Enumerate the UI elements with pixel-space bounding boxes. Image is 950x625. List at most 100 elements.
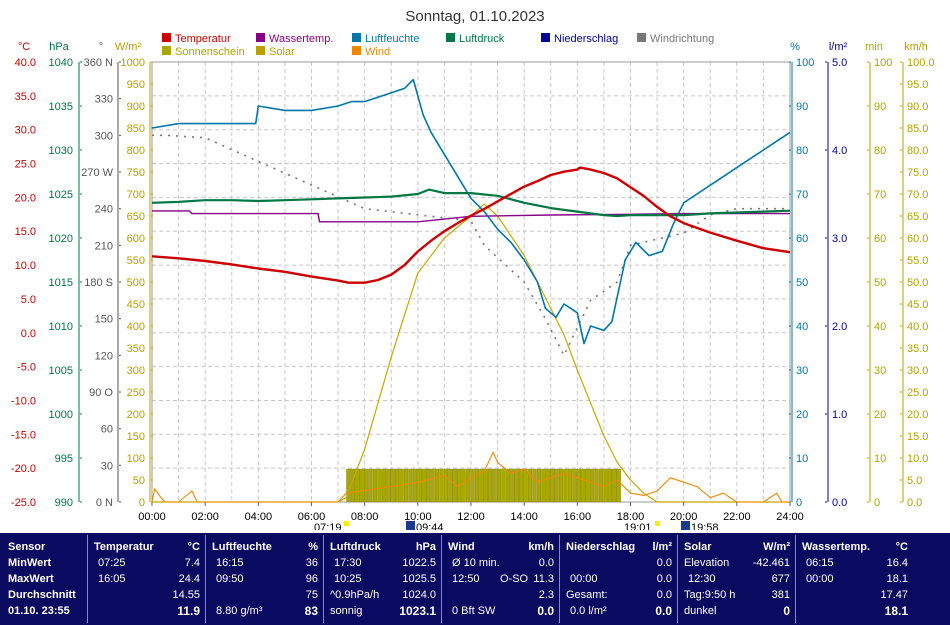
sunshine-bar — [386, 468, 391, 503]
direction-axis-tick: 180 S — [84, 277, 113, 289]
legend-label-solar: Solar — [269, 46, 295, 58]
legend-swatch-luftfeuchte — [352, 33, 361, 42]
legend-swatch-solar — [256, 46, 265, 55]
humidity-axis-tick: 50 — [796, 277, 808, 289]
sunshine-bar — [403, 468, 409, 503]
rain-rate: 0.0 l/m² — [570, 605, 607, 617]
sunshine-bar — [523, 468, 528, 503]
x-tick-label: 06:00 — [298, 511, 326, 523]
wind-axis-tick: 90.0 — [907, 101, 928, 113]
wind-axis-tick: 40.0 — [907, 321, 928, 333]
pressure-axis-tick: 1005 — [49, 365, 73, 377]
rain-row1-value: 0.0 — [656, 557, 672, 569]
solar-header: Solar — [684, 541, 712, 553]
solar-section: Solar W/m² Elevation -42.461 12:30 677 Tag:… — [678, 533, 794, 625]
wind-axis-tick: 80.0 — [907, 145, 928, 157]
pressure-max-time: 10:25 — [334, 573, 362, 585]
direction-axis-tick: 240 — [95, 204, 113, 216]
sunshine-bar — [585, 468, 590, 503]
solar-axis-tick: 1000 — [121, 57, 145, 69]
sunshine-bar — [461, 468, 466, 503]
humidity-max-time: 09:50 — [216, 573, 244, 585]
minutes-axis-tick: 0 — [874, 497, 880, 509]
rain-axis-tick: 3.0 — [832, 233, 847, 245]
sunshine-bar — [589, 468, 595, 503]
solar-max-value: 677 — [771, 573, 790, 585]
sunshine-bar — [359, 468, 364, 503]
unit-humidity: % — [790, 41, 800, 53]
solar-elevation-label: Elevation — [684, 557, 730, 569]
legend-swatch-wind — [352, 46, 361, 55]
temp-axis-tick: -25.0 — [11, 497, 36, 509]
direction-axis-tick: 30 — [101, 460, 113, 472]
sunshine-bar — [421, 468, 426, 503]
sunset-marker — [655, 521, 660, 526]
sunshine-bar — [514, 468, 519, 503]
pressure-axis-tick: 1035 — [49, 101, 73, 113]
sunshine-bar — [430, 468, 435, 503]
x-tick-label: 14:00 — [510, 511, 538, 523]
rain-axis-tick: 2.0 — [832, 321, 847, 333]
pressure-axis-tick: 995 — [55, 453, 73, 465]
pressure-header: Luftdruck — [330, 541, 381, 553]
x-tick-label: 22:00 — [723, 511, 751, 523]
legend-label-temperatur: Temperatur — [175, 33, 231, 45]
direction-axis-tick: 90 O — [89, 387, 113, 399]
watertemp-current-value: 18.1 — [884, 604, 908, 618]
pressure-avg-value: 1024.0 — [402, 589, 436, 601]
sunshine-bar — [448, 468, 453, 503]
solar-axis-tick: 600 — [127, 233, 145, 245]
direction-axis-tick: 150 — [95, 314, 113, 326]
humidity-axis-tick: 20 — [796, 409, 808, 421]
humidity-unit: % — [308, 541, 318, 553]
temp-axis-tick: 10.0 — [15, 260, 36, 272]
unit-rain: l/m² — [829, 41, 848, 53]
sunshine-bar — [488, 468, 493, 503]
pressure-axis-tick: 1025 — [49, 189, 73, 201]
temp-axis-tick: -10.0 — [11, 395, 36, 407]
sunshine-bar — [412, 468, 417, 503]
legend-label-niederschlag: Niederschlag — [554, 33, 618, 45]
sunshine-bar — [536, 468, 542, 503]
sunshine-bar — [519, 468, 524, 503]
wind-axis-tick: 95.0 — [907, 79, 928, 91]
temp-unit: °C — [187, 541, 200, 553]
pressure-axis-tick: 1040 — [49, 57, 73, 69]
x-tick-label: 10:00 — [404, 511, 432, 523]
minutes-axis-tick: 10 — [874, 453, 886, 465]
sunshine-bar — [576, 468, 581, 503]
sunshine-bar — [501, 468, 506, 503]
sunshine-bar — [364, 468, 369, 503]
direction-axis-tick: 60 — [101, 424, 113, 436]
legend-label-sonnenschein: Sonnenschein — [175, 46, 245, 58]
sunshine-bar — [554, 468, 559, 503]
sunset-label: 19:01 — [624, 522, 652, 530]
wind-axis-tick: 25.0 — [907, 387, 928, 399]
temp-header: Temperatur — [94, 541, 154, 553]
temp-axis-tick: 20.0 — [15, 192, 36, 204]
wind-axis-tick: 70.0 — [907, 189, 928, 201]
pressure-current-value: 1023.1 — [399, 604, 436, 618]
humidity-current-value: 83 — [304, 604, 318, 618]
sunshine-bar — [434, 468, 440, 503]
rain-unit: l/m² — [652, 541, 672, 553]
current-timestamp: 01.10. 23:55 — [8, 605, 70, 617]
solar-axis-tick: 0 — [139, 497, 145, 509]
wind-avg10-value: 0.0 — [538, 557, 554, 569]
x-tick-label: 00:00 — [138, 511, 166, 523]
wind-max-direction: O-SO — [500, 573, 529, 585]
left-axes: 40.0 35.0 30.0 25.0 20.0 15.0 10.0 5.0 0.0 -5.0 -1… — [11, 57, 153, 509]
series-wassertemp — [152, 210, 790, 223]
solar-axis-tick: 900 — [127, 101, 145, 113]
humidity-max-value: 96 — [305, 573, 318, 585]
humidity-axis-tick: 60 — [796, 233, 808, 245]
grid — [151, 61, 791, 503]
direction-axis-tick: 0 N — [96, 497, 113, 509]
sunshine-bar — [350, 468, 355, 503]
minutes-axis-tick: 50 — [874, 277, 886, 289]
rain-axis-tick: 4.0 — [832, 145, 847, 157]
moonrise-icon — [406, 521, 415, 530]
sensor-header: Sensor — [8, 541, 46, 553]
unit-temp: °C — [18, 41, 30, 53]
pressure-axis-tick: 1030 — [49, 145, 73, 157]
